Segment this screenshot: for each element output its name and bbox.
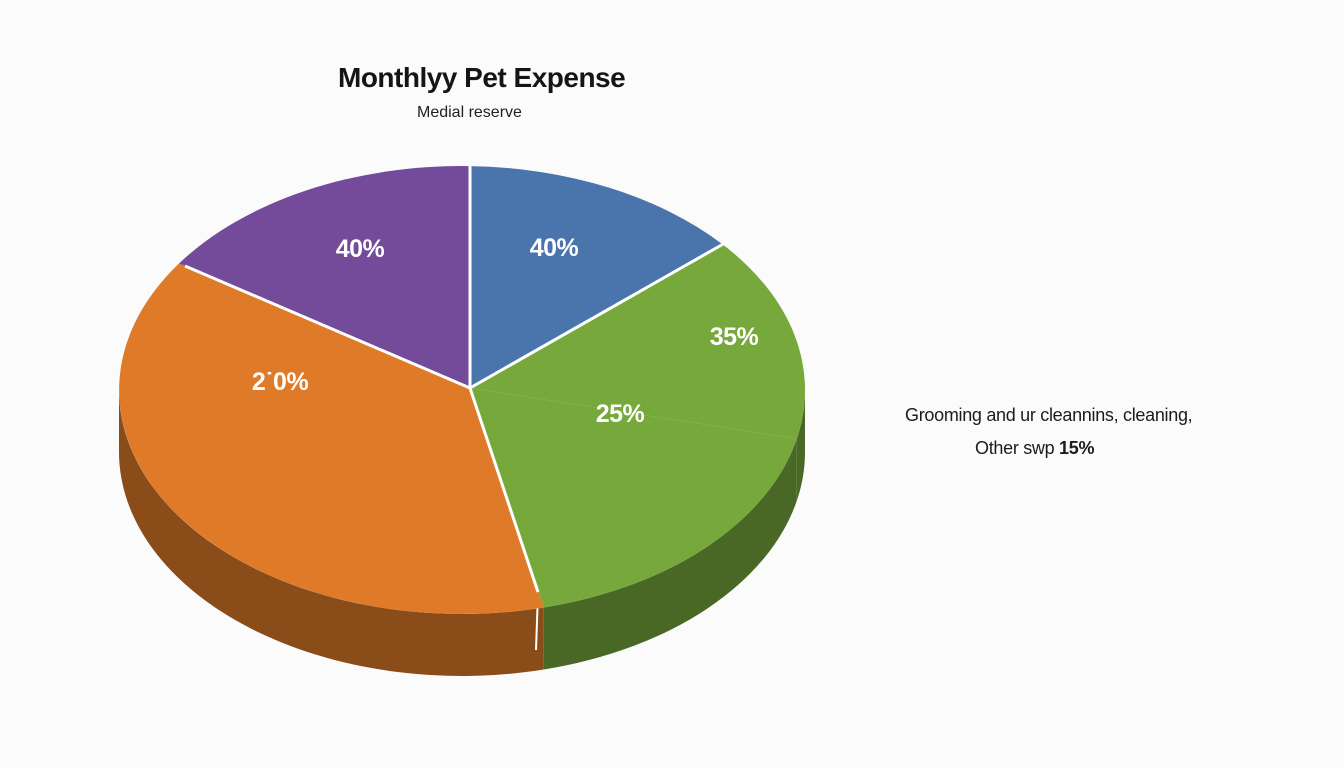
pie-slice-0 [470,166,723,388]
slice-label-2: 25% [596,400,645,428]
annotation-other-value: 15% [1059,438,1095,458]
pie-side-2 [543,438,797,670]
pie-divider-3 [468,387,540,593]
pie-divider-4 [184,264,471,390]
pie-slice-4 [179,166,470,388]
pie-slice-2 [470,388,797,608]
slice-label-1: 35% [710,323,759,351]
pie-slice-1 [470,244,806,439]
annotation-grooming: Grooming and ur cleannins, cleaning, [905,405,1193,425]
pie-top-layer [119,166,806,614]
pie-divider-1 [469,237,733,390]
chart-subtitle: Medial reserve [417,104,522,121]
pie-slice-3 [119,263,544,614]
pie-side-1 [796,390,806,501]
pie-label-layer: 40% 35% 25% 2˙0% 40% [252,234,759,428]
slice-label-4: 40% [336,235,385,263]
slice-label-3: 2˙0% [252,368,309,396]
annotation-other-text: Other swp [975,438,1055,458]
annotation-other: Other swp 15% [975,438,1094,459]
pie-side-3 [119,390,544,676]
chart-title: Monthlyy Pet Expense [338,62,626,93]
slice-label-0: 40% [530,234,579,262]
